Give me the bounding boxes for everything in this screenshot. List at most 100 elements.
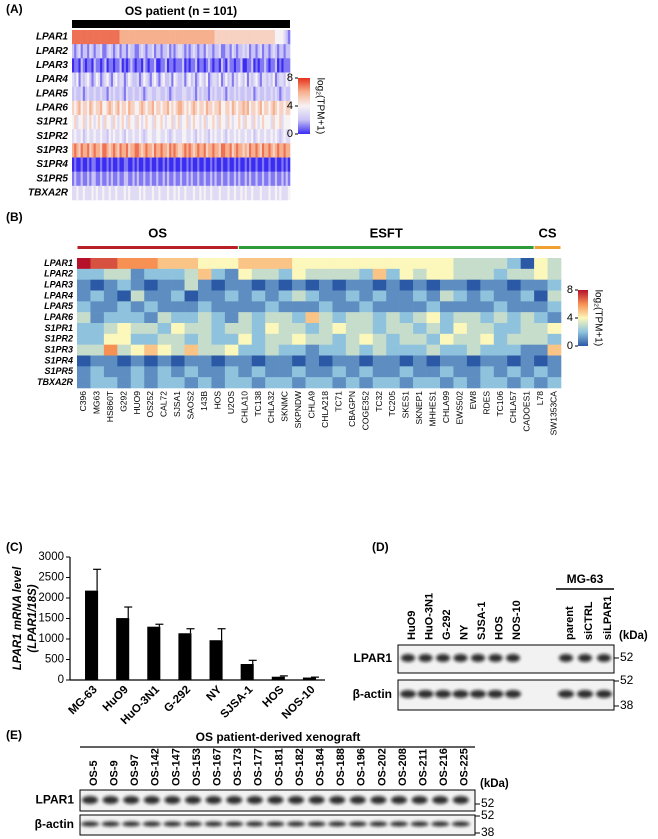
row-label: LPAR2 [36, 46, 68, 57]
heatmap-cell [359, 323, 374, 335]
heatmap-cell [229, 157, 233, 172]
heatmap-cell [466, 333, 481, 345]
heatmap-cell [190, 129, 194, 144]
heatmap-cell [160, 143, 163, 158]
unit-label: (kDa) [619, 630, 648, 642]
heatmap-cell [147, 115, 151, 130]
heatmap-cell [238, 323, 253, 335]
heatmap-cell [177, 72, 181, 87]
heatmap-cell [199, 185, 202, 201]
heatmap-cell [115, 58, 118, 73]
heatmap-cell [93, 58, 97, 73]
panel-label: (B) [6, 210, 23, 224]
heatmap-cell [292, 268, 306, 280]
heatmap-cell [386, 279, 400, 291]
heatmap-cell [277, 157, 280, 172]
heatmap-cell [192, 100, 196, 116]
heatmap-cell [224, 258, 239, 270]
heatmap-cell [119, 143, 122, 158]
heatmap-cell [218, 171, 222, 187]
heatmap-cell [95, 171, 99, 187]
heatmap-cell [121, 30, 125, 45]
heatmap-cell [255, 58, 258, 73]
y-tick-label: 2000 [38, 592, 64, 604]
heatmap-cell [257, 143, 261, 158]
heatmap-cell [386, 377, 400, 389]
heatmap-cell [84, 100, 88, 116]
heatmap-cell [149, 100, 153, 116]
group-label: MG-63 [567, 572, 604, 586]
heatmap-cell [238, 72, 241, 87]
heatmap-cell [110, 143, 114, 158]
heatmap-cell [197, 86, 200, 102]
heatmap-cell [453, 355, 468, 367]
heatmap-cell [149, 157, 153, 172]
heatmap-cell [233, 143, 237, 158]
heatmap-cell [125, 115, 129, 130]
heatmap-cell [100, 44, 103, 59]
column-label: SKNEP1 [414, 391, 424, 425]
heatmap-cell [233, 157, 237, 172]
column-label: TC71 [333, 391, 343, 412]
heatmap-cell [279, 157, 282, 172]
heatmap-cell [520, 333, 535, 345]
heatmap-cell [188, 143, 192, 158]
heatmap-cell [117, 171, 120, 187]
heatmap-cell [281, 115, 284, 130]
heatmap-cell [154, 143, 157, 158]
heatmap-cell [201, 115, 204, 130]
heatmap-cell [319, 366, 333, 378]
heatmap-cell [78, 100, 81, 116]
band [308, 796, 325, 804]
band [391, 796, 407, 804]
heatmap-cell [253, 115, 256, 130]
heatmap-cell [143, 143, 146, 158]
heatmap-cell [78, 143, 81, 158]
heatmap-cell [292, 279, 306, 291]
heatmap-cell [547, 333, 562, 345]
heatmap-cell [184, 100, 187, 116]
heatmap-cell [121, 100, 125, 116]
column-label: MHHES1 [428, 391, 438, 427]
band [164, 796, 181, 804]
heatmap-cell [253, 100, 256, 116]
column-label: SKPNDW [293, 391, 303, 428]
heatmap-cell [134, 44, 138, 59]
heatmap-cell [179, 72, 183, 87]
heatmap-cell [236, 143, 239, 158]
heatmap-cell [110, 185, 114, 201]
heatmap-cell [292, 301, 306, 313]
heatmap-cell [158, 157, 161, 172]
heatmap-cell [305, 290, 320, 302]
heatmap-cell [225, 86, 228, 102]
heatmap-cell [169, 72, 172, 87]
lane-label: HuO9 [406, 611, 418, 640]
heatmap-cell [259, 143, 263, 158]
heatmap-cell [141, 171, 144, 187]
heatmap-cell [270, 58, 274, 73]
heatmap-cell [91, 185, 94, 201]
heatmap-cell [244, 100, 248, 116]
heatmap-cell [493, 377, 508, 389]
heatmap-cell [268, 72, 271, 87]
heatmap-cell [264, 100, 267, 116]
heatmap-cell [233, 44, 237, 59]
band [470, 690, 486, 698]
heatmap-cell [110, 58, 114, 73]
heatmap-cell [108, 86, 112, 102]
heatmap-cell [184, 86, 187, 102]
heatmap-cell [160, 30, 163, 45]
heatmap-cell [171, 100, 174, 116]
heatmap-cell [281, 86, 284, 102]
heatmap-cell [466, 312, 481, 324]
heatmap-cell [82, 58, 86, 73]
heatmap-cell [132, 129, 135, 144]
heatmap-cell [154, 30, 157, 45]
heatmap-cell [257, 129, 261, 144]
heatmap-cell [493, 312, 508, 324]
column-label: MG63 [91, 391, 101, 414]
heatmap-cell [186, 143, 189, 158]
heatmap-cell [182, 44, 185, 59]
heatmap-cell [147, 86, 151, 102]
heatmap-cell [440, 258, 454, 270]
